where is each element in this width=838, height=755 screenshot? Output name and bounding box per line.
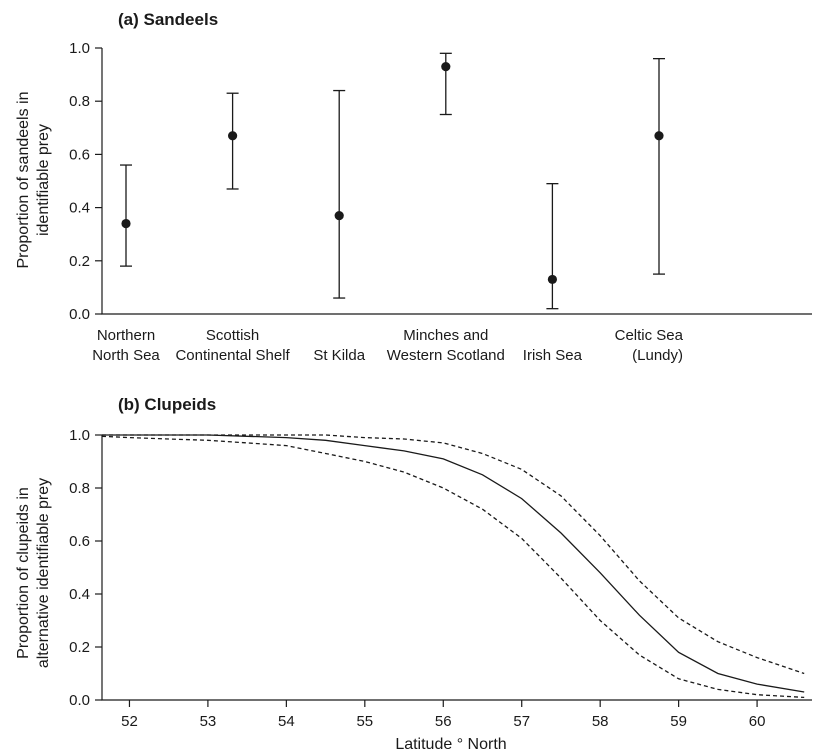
y-tick-label: 1.0: [69, 427, 90, 444]
y-tick-label: 0.8: [69, 93, 90, 110]
panel-b-axes: [101, 435, 812, 701]
x-tick-label: 58: [592, 713, 609, 730]
category-label: (Lundy): [632, 347, 683, 364]
data-point: [654, 131, 664, 141]
data-point: [441, 62, 451, 72]
panel-a-axes: [101, 48, 812, 315]
panel-a-sandeels: (a) Sandeels Proportion of sandeels in i…: [15, 10, 812, 364]
panel-a-marks: [120, 52, 665, 310]
x-tick-label: 53: [200, 713, 217, 730]
category-label: Western Scotland: [387, 347, 505, 364]
panel-b-ylabel-line-2: alternative identifiable prey: [35, 478, 52, 668]
panel-a-category-labels: Northern North Sea Scottish Continental She…: [92, 327, 683, 364]
panel-b-x-ticks: 52 53 54 55 56 57 58 59 60: [121, 700, 765, 730]
x-tick-label: 59: [670, 713, 687, 730]
category-label: Minches and: [403, 327, 488, 344]
data-point: [121, 218, 131, 229]
category-label: Continental Shelf: [175, 347, 290, 364]
y-tick-label: 0.0: [69, 306, 90, 323]
panel-b-y-ticks: 0.0 0.2 0.4 0.6 0.8 1.0: [69, 427, 102, 709]
panel-b-axis-frame: [101, 435, 812, 701]
x-tick-label: 55: [356, 713, 373, 730]
panel-a-y-ticks: 0.0 0.2 0.4 0.6 0.8 1.0: [69, 40, 102, 323]
category-label: St Kilda: [313, 347, 365, 364]
y-tick-label: 0.2: [69, 253, 90, 270]
data-point: [547, 274, 558, 285]
y-tick-label: 0.8: [69, 480, 90, 497]
panel-a-title: (a) Sandeels: [118, 10, 218, 29]
y-tick-label: 0.6: [69, 146, 90, 163]
x-tick-label: 54: [278, 713, 295, 730]
x-tick-label: 57: [513, 713, 530, 730]
panel-b-ylabel-line-1: Proportion of clupeids in: [15, 487, 32, 659]
y-tick-label: 1.0: [69, 40, 90, 57]
fitted-line: [102, 434, 805, 693]
y-tick-label: 0.2: [69, 639, 90, 656]
category-label: Northern: [97, 327, 155, 344]
confidence-bound-line: [102, 434, 805, 675]
x-tick-label: 52: [121, 713, 138, 730]
y-tick-label: 0.0: [69, 692, 90, 709]
panel-a-ylabel-line-1: Proportion of sandeels in: [15, 92, 32, 269]
panel-b-clupeids: (b) Clupeids Proportion of clupeids in a…: [15, 395, 812, 753]
x-tick-label: 60: [749, 713, 766, 730]
data-point: [334, 210, 344, 221]
x-tick-label: 56: [435, 713, 452, 730]
category-label: North Sea: [92, 347, 160, 364]
category-label: Scottish: [206, 327, 259, 344]
data-point: [228, 131, 238, 141]
panel-b-series: [101, 434, 805, 699]
y-tick-label: 0.4: [69, 586, 90, 603]
panel-b-xlabel: Latitude ° North: [395, 736, 506, 753]
category-label: Irish Sea: [523, 347, 583, 364]
category-label: Celtic Sea: [615, 327, 684, 344]
panel-a-axis-frame: [101, 48, 812, 315]
y-tick-label: 0.4: [69, 200, 90, 217]
panel-a-ylabel-line-2: identifiable prey: [35, 124, 52, 236]
y-tick-label: 0.6: [69, 533, 90, 550]
panel-b-title: (b) Clupeids: [118, 395, 216, 414]
confidence-bound-line: [101, 435, 805, 699]
